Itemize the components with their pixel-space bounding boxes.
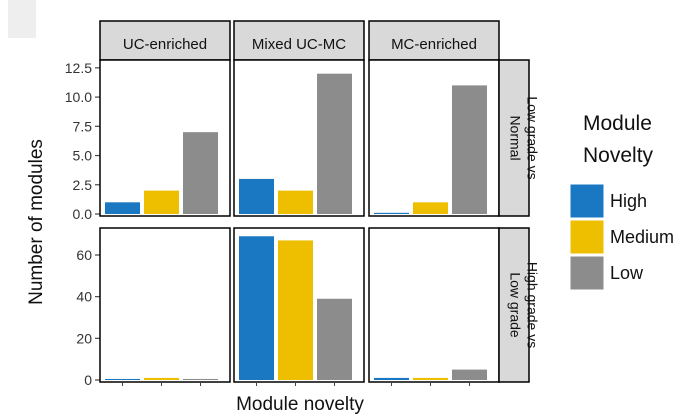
bar-high	[105, 202, 140, 214]
bar-medium	[144, 190, 179, 214]
y-tick-label: 7.5	[73, 118, 93, 134]
bar-low	[452, 369, 487, 380]
y-tick-label: 2.5	[73, 177, 93, 193]
legend-swatch-low	[569, 255, 605, 291]
bar-high	[239, 178, 274, 214]
facet-row-label: High grade vs	[525, 262, 541, 348]
facet-strip-row-0	[498, 59, 530, 217]
legend-title: Novelty	[583, 144, 654, 167]
bar-low	[183, 132, 218, 214]
bar-low	[452, 85, 487, 214]
facet-panel	[99, 227, 231, 383]
bar-medium	[413, 377, 448, 380]
facet-column-label: UC-enriched	[123, 36, 207, 53]
bar-high	[239, 236, 274, 380]
facet-row-label: Normal	[508, 115, 524, 160]
y-tick-label: 5.0	[73, 148, 93, 164]
facet-strip-row-1	[498, 227, 530, 383]
y-tick-label: 60	[76, 247, 92, 263]
legend-label: Low	[610, 263, 644, 283]
facet-strip-2	[368, 20, 500, 61]
bar-low	[317, 298, 352, 380]
bar-medium	[278, 240, 313, 380]
y-tick-label: 0	[84, 372, 92, 388]
bar-high	[105, 378, 140, 380]
y-tick-label: 40	[76, 289, 92, 305]
bar-high	[374, 212, 409, 214]
bar-medium	[278, 190, 313, 214]
corner-shading	[8, 0, 36, 38]
y-tick-label: 12.5	[65, 60, 92, 76]
facet-column-label: Mixed UC-MC	[252, 36, 346, 53]
facet-strip-1	[233, 20, 365, 61]
facet-strip-0	[99, 20, 231, 61]
legend-swatch-high	[569, 183, 605, 219]
bar-low	[183, 378, 218, 380]
y-tick-label: 0.0	[73, 206, 93, 222]
legend-swatch-medium	[569, 219, 605, 255]
legend-label: Medium	[610, 227, 674, 247]
facet-panel	[368, 227, 500, 383]
x-axis-title: Module novelty	[236, 394, 364, 415]
legend-label: High	[610, 191, 647, 211]
bar-high	[374, 377, 409, 380]
facet-column-label: MC-enriched	[391, 36, 477, 53]
facet-row-label: Low grade vs	[525, 96, 541, 179]
bar-medium	[413, 202, 448, 214]
y-tick-label: 20	[76, 330, 92, 346]
y-axis-title: Number of modules	[26, 139, 47, 305]
y-tick-label: 10.0	[65, 89, 92, 105]
facet-row-label: Low grade	[508, 272, 524, 338]
legend-title: Module	[583, 112, 652, 135]
bar-medium	[144, 377, 179, 380]
bar-low	[317, 73, 352, 214]
